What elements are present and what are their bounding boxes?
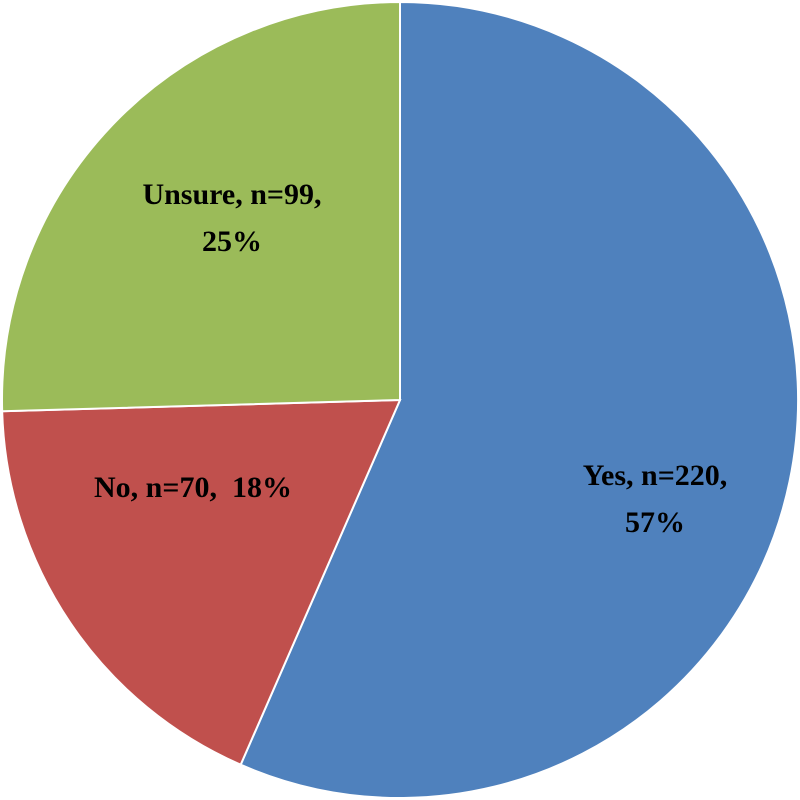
slice-label-line: Yes, n=220, <box>583 459 728 492</box>
slice-label-line: Unsure, n=99, <box>142 178 321 211</box>
slice-label-line: 25% <box>202 225 262 258</box>
pie-slice <box>239 0 800 799</box>
slice-label: Yes, n=220, 57% <box>583 459 728 539</box>
pie-slice <box>1 398 402 767</box>
slice-label: Unsure, n=99, 25% <box>142 178 321 258</box>
slice-label: No, n=70, 18% <box>94 471 292 504</box>
slice-label-line: 57% <box>625 506 685 539</box>
pie-slice <box>1 0 401 413</box>
slice-label-line: No, n=70, 18% <box>94 471 292 504</box>
